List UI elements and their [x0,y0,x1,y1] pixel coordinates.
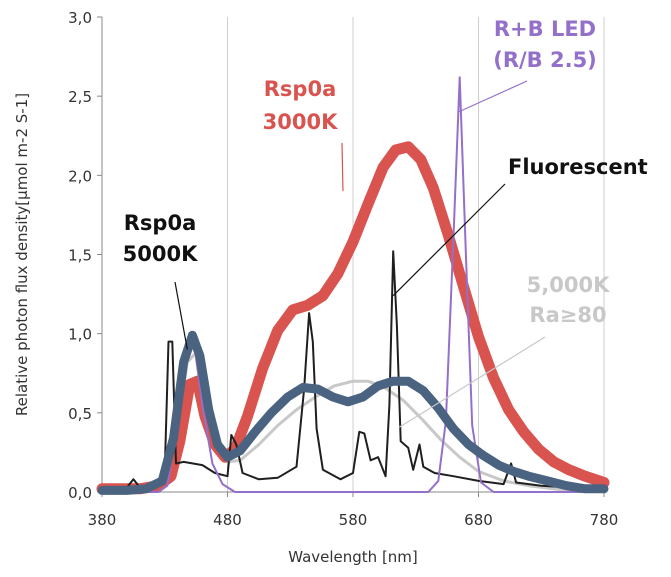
annotation-fluorescent: Fluorescent [508,155,648,179]
x-tick-label: 680 [464,511,493,529]
leader-line-fluorescent [392,183,506,297]
tick-labels: 0,0 0,5 1,0 1,5 2,0 2,5 3,0 380 480 580 680 780 [68,9,618,529]
series-line-rsp0a-3000k [96,141,610,495]
y-tick-label: 2,0 [68,167,92,185]
y-tick-label: 1,0 [68,326,92,344]
annotation-rsp0a-5000k: 5000K [123,242,198,266]
leader-line-r-b-led [458,80,528,113]
leader-line-5000k-ra80 [399,336,546,428]
x-axis-title: Wavelength [nm] [288,548,418,566]
y-tick-label: 0,0 [68,484,92,502]
x-tick-label: 580 [339,511,368,529]
x-tick-label: 780 [590,511,619,529]
series-lines [96,76,610,495]
annotation-rsp0a-3000k: Rsp0a [264,77,337,101]
y-tick-label: 2,5 [68,88,92,106]
annotation-rsp0a-3000k: 3000K [263,110,338,134]
annotation-r-b-led: (R/B 2.5) [493,48,597,72]
x-tick-label: 480 [213,511,242,529]
leader-line-rsp0a-3000k [341,142,344,192]
y-tick-label: 0,5 [68,405,92,423]
y-tick-label: 1,5 [68,247,92,265]
y-axis-title: Relative photon flux density[µmol m-2 S-… [13,93,31,416]
x-tick-label: 380 [88,511,117,529]
annotation-5000k-ra80: 5,000K [527,273,610,297]
leader-line-rsp0a-5000k [174,281,188,350]
annotation-r-b-led: R+B LED [494,17,596,41]
annotation-rsp0a-5000k: Rsp0a [124,211,197,235]
y-tick-label: 3,0 [68,9,92,27]
annotations: R+B LED (R/B 2.5) Rsp0a 3000K Fluorescent Rsp… [123,17,648,428]
series-line-rsp0a-5000k [97,330,609,495]
annotation-5000k-ra80: Ra≥80 [529,303,606,327]
